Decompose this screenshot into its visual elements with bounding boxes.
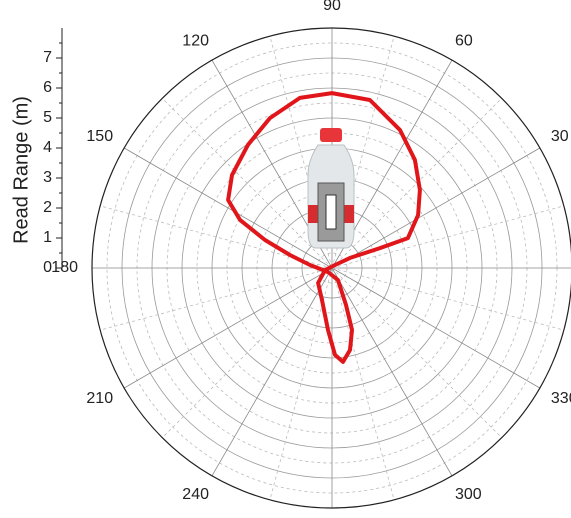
minor-spoke-line xyxy=(332,268,394,500)
theta-tick-label: 210 xyxy=(86,390,113,407)
theta-tick-label: 120 xyxy=(182,32,209,49)
spoke-line xyxy=(124,148,332,268)
r-axis-title: Read Range (m) xyxy=(10,96,32,244)
r-tick-label: 4 xyxy=(43,139,52,156)
spoke-line xyxy=(124,268,332,388)
theta-tick-label: 300 xyxy=(455,486,482,503)
theta-tick-label: 180 xyxy=(51,259,78,276)
tag-chip xyxy=(326,195,336,229)
minor-spoke-line xyxy=(100,268,332,330)
theta-tick-label: 330 xyxy=(551,390,571,407)
theta-tick-label: 90 xyxy=(323,0,341,14)
spoke-line xyxy=(332,268,540,388)
bottle-icon xyxy=(308,128,354,248)
minor-spoke-line xyxy=(162,268,332,438)
r-tick-label: 1 xyxy=(43,229,52,246)
theta-tick-label: 30 xyxy=(551,128,569,145)
minor-spoke-line xyxy=(162,98,332,268)
page: Read Range (m) 0306090120150180210240270… xyxy=(0,0,571,518)
theta-tick-label: 150 xyxy=(86,128,113,145)
r-tick-label: 2 xyxy=(43,199,52,216)
r-tick-label: 7 xyxy=(43,49,52,66)
spoke-line xyxy=(332,148,540,268)
theta-tick-label: 60 xyxy=(455,32,473,49)
r-tick-label: 5 xyxy=(43,109,52,126)
minor-spoke-line xyxy=(332,206,564,268)
bottle-cap xyxy=(320,128,342,142)
spoke-line xyxy=(212,268,332,476)
r-tick-label: 6 xyxy=(43,79,52,96)
r-tick-label: 0 xyxy=(43,259,52,276)
chart: Read Range (m) 0306090120150180210240270… xyxy=(0,0,571,518)
minor-spoke-line xyxy=(332,268,502,438)
theta-tick-label: 240 xyxy=(182,486,209,503)
r-tick-label: 3 xyxy=(43,169,52,186)
spoke-line xyxy=(332,268,452,476)
minor-spoke-line xyxy=(332,268,564,330)
